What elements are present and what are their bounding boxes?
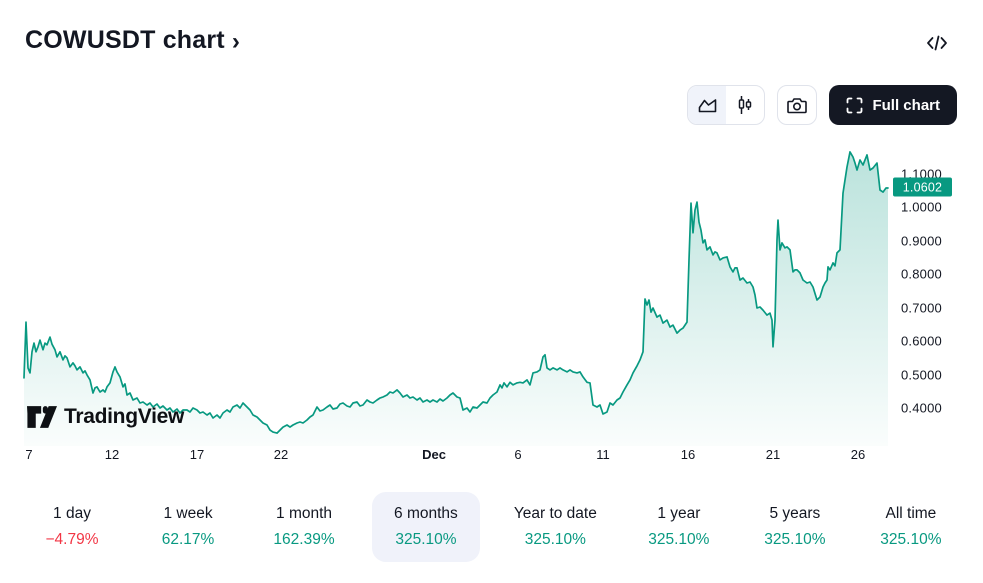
price-axis-label: 0.5000 — [901, 367, 942, 383]
price-axis-label: 0.4000 — [901, 400, 942, 416]
full-chart-label: Full chart — [872, 96, 940, 114]
symbol-title: COWUSDT chart — [25, 26, 225, 54]
price-axis-label: 0.8000 — [901, 266, 942, 282]
time-axis-label: 16 — [680, 447, 696, 462]
chart-type-switcher — [687, 85, 766, 125]
time-axis-label: 6 — [514, 447, 522, 462]
price-axis-label: 1.0000 — [901, 199, 942, 215]
range-button-1-day[interactable]: 1 day −4.79% — [45, 505, 99, 548]
price-axis-label: 0.7000 — [901, 300, 942, 316]
range-button-1-week[interactable]: 1 week 62.17% — [161, 505, 215, 548]
range-stats-row: 1 day −4.79% 1 week 62.17% 1 month 162.3… — [0, 492, 983, 562]
time-axis-label: Dec — [422, 447, 446, 462]
snapshot-button[interactable] — [777, 85, 818, 125]
fullscreen-icon — [846, 97, 863, 114]
range-button-year-to-date[interactable]: Year to date 325.10% — [513, 505, 597, 548]
time-axis-label: 7 — [25, 447, 33, 462]
candlestick-icon — [737, 95, 753, 115]
time-axis-label: 12 — [104, 447, 120, 462]
area-fill — [24, 151, 888, 446]
tradingview-attribution-link[interactable]: TradingView — [27, 405, 184, 429]
tradingview-logo-icon — [27, 405, 57, 429]
price-line — [23, 151, 889, 434]
range-button-all-time[interactable]: All time 325.10% — [880, 505, 942, 548]
price-chart-svg — [23, 151, 889, 446]
time-axis-label: 11 — [596, 447, 610, 462]
range-button-5-years[interactable]: 5 years 325.10% — [764, 505, 826, 548]
code-icon[interactable] — [922, 30, 952, 56]
area-chart-type-button[interactable] — [688, 86, 727, 124]
time-axis-label: 26 — [850, 447, 866, 462]
time-axis-label: 21 — [765, 447, 781, 462]
range-button-6-months[interactable]: 6 months 325.10% — [372, 492, 480, 562]
range-button-1-month[interactable]: 1 month 162.39% — [273, 505, 335, 548]
current-price-badge: 1.0602 — [893, 177, 952, 197]
price-axis-label: 0.6000 — [901, 333, 942, 349]
chevron-right-icon: › — [231, 27, 241, 55]
candlestick-chart-type-button[interactable] — [726, 86, 764, 124]
area-chart-icon — [698, 98, 717, 113]
time-axis-label: 22 — [273, 447, 289, 462]
price-axis-label: 1.1000 — [901, 166, 942, 182]
range-button-1-year[interactable]: 1 year 325.10% — [648, 505, 710, 548]
camera-icon — [787, 97, 808, 114]
price-axis-label: 0.9000 — [901, 233, 942, 249]
watermark-text: TradingView — [64, 405, 185, 428]
chart-toolbar: Full chart — [687, 85, 957, 125]
full-chart-button[interactable]: Full chart — [829, 85, 957, 125]
page-title[interactable]: COWUSDT chart › — [25, 26, 240, 55]
time-axis-label: 17 — [189, 447, 205, 462]
chart-region[interactable]: 1.1000 1.0000 0.9000 0.8000 0.7000 0.6000 0.50… — [0, 0, 983, 478]
